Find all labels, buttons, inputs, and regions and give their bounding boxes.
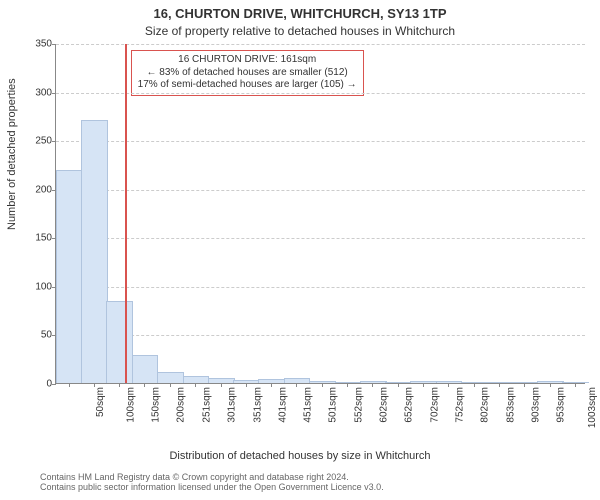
histogram-bar (132, 355, 159, 383)
x-tick-mark (524, 383, 525, 387)
y-tick-label: 350 (18, 39, 52, 50)
x-tick-label: 100sqm (125, 387, 136, 423)
y-tick-mark (52, 44, 56, 45)
x-tick-mark (221, 383, 222, 387)
x-tick-mark (575, 383, 576, 387)
y-tick-label: 0 (18, 379, 52, 390)
x-tick-mark (94, 383, 95, 387)
x-tick-label: 602sqm (379, 387, 390, 423)
x-tick-label: 1003sqm (587, 387, 598, 428)
y-tick-label: 100 (18, 281, 52, 292)
x-tick-label: 953sqm (556, 387, 567, 423)
x-axis-label: Distribution of detached houses by size … (0, 450, 600, 462)
x-tick-label: 752sqm (455, 387, 466, 423)
x-tick-label: 552sqm (354, 387, 365, 423)
source-note: Contains HM Land Registry data © Crown c… (40, 472, 590, 492)
y-tick-mark (52, 384, 56, 385)
y-tick-label: 250 (18, 136, 52, 147)
gridline-h (56, 190, 585, 191)
x-tick-mark (474, 383, 475, 387)
annotation-line-3: 17% of semi-detached houses are larger (… (138, 79, 357, 92)
gridline-h (56, 93, 585, 94)
y-tick-label: 50 (18, 330, 52, 341)
annotation-line-1: 16 CHURTON DRIVE: 161sqm (138, 54, 357, 67)
y-tick-mark (52, 93, 56, 94)
x-tick-label: 251sqm (202, 387, 213, 423)
x-tick-mark (144, 383, 145, 387)
x-tick-mark (423, 383, 424, 387)
gridline-h (56, 141, 585, 142)
x-tick-label: 401sqm (277, 387, 288, 423)
y-tick-label: 300 (18, 87, 52, 98)
x-tick-label: 853sqm (506, 387, 517, 423)
x-tick-label: 802sqm (480, 387, 491, 423)
x-tick-label: 652sqm (404, 387, 415, 423)
x-tick-mark (322, 383, 323, 387)
y-tick-mark (52, 141, 56, 142)
x-tick-mark (246, 383, 247, 387)
x-tick-mark (398, 383, 399, 387)
x-tick-mark (550, 383, 551, 387)
gridline-h (56, 238, 585, 239)
histogram-bar (183, 376, 210, 383)
chart-subtitle: Size of property relative to detached ho… (0, 24, 600, 38)
x-tick-mark (271, 383, 272, 387)
x-tick-label: 50sqm (95, 387, 106, 417)
x-tick-mark (499, 383, 500, 387)
histogram-bar (106, 301, 133, 383)
y-tick-label: 200 (18, 184, 52, 195)
x-tick-label: 903sqm (531, 387, 542, 423)
x-tick-mark (170, 383, 171, 387)
x-tick-mark (296, 383, 297, 387)
x-tick-mark (347, 383, 348, 387)
histogram-bar (56, 170, 83, 383)
x-tick-label: 451sqm (303, 387, 314, 423)
gridline-h (56, 335, 585, 336)
chart-title: 16, CHURTON DRIVE, WHITCHURCH, SY13 1TP (0, 6, 600, 21)
histogram-bar (157, 372, 184, 383)
y-axis-label: Number of detached properties (6, 78, 18, 230)
gridline-h (56, 44, 585, 45)
x-tick-label: 150sqm (151, 387, 162, 423)
x-tick-mark (69, 383, 70, 387)
annotation-box: 16 CHURTON DRIVE: 161sqm ← 83% of detach… (131, 50, 364, 96)
gridline-h (56, 287, 585, 288)
x-tick-mark (119, 383, 120, 387)
plot-area: 16 CHURTON DRIVE: 161sqm ← 83% of detach… (55, 44, 585, 384)
x-tick-label: 301sqm (227, 387, 238, 423)
x-tick-label: 351sqm (252, 387, 263, 423)
chart-container: 16, CHURTON DRIVE, WHITCHURCH, SY13 1TP … (0, 0, 600, 500)
histogram-bar (81, 120, 108, 383)
x-tick-label: 200sqm (176, 387, 187, 423)
annotation-line-2: ← 83% of detached houses are smaller (51… (138, 67, 357, 80)
y-tick-label: 150 (18, 233, 52, 244)
x-tick-label: 501sqm (328, 387, 339, 423)
x-tick-mark (448, 383, 449, 387)
x-tick-mark (372, 383, 373, 387)
x-tick-mark (195, 383, 196, 387)
reference-line (125, 44, 127, 383)
x-tick-label: 702sqm (429, 387, 440, 423)
